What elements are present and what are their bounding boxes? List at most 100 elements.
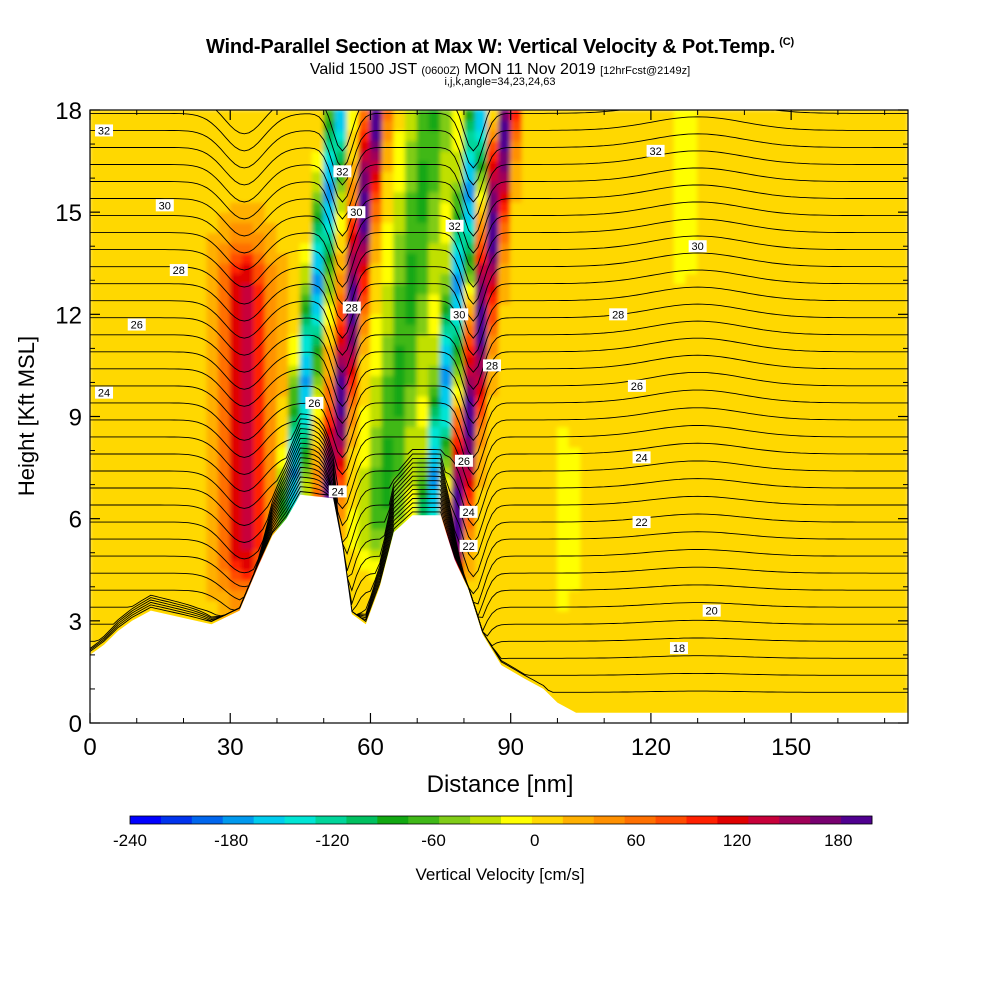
- velocity-cell: [533, 446, 547, 458]
- velocity-cell: [124, 191, 138, 203]
- velocity-cell: [486, 395, 500, 407]
- velocity-cell: [743, 395, 757, 407]
- velocity-cell: [849, 252, 862, 264]
- velocity-cell: [662, 579, 675, 591]
- velocity-cell: [182, 242, 196, 254]
- velocity-cell: [685, 640, 699, 652]
- velocity-cell: [697, 661, 710, 673]
- velocity-cell: [673, 140, 687, 152]
- velocity-cell: [124, 150, 138, 162]
- velocity-cell: [451, 191, 465, 203]
- velocity-cell: [101, 497, 114, 509]
- velocity-cell: [405, 129, 418, 142]
- velocity-cell: [521, 497, 535, 509]
- velocity-cell: [603, 344, 617, 356]
- velocity-cell: [884, 436, 897, 448]
- colorbar-tick-label: 120: [723, 831, 751, 850]
- velocity-cell: [755, 528, 769, 540]
- velocity-cell: [311, 324, 325, 336]
- velocity-cell: [837, 242, 851, 254]
- velocity-cell: [767, 681, 780, 693]
- velocity-cell: [778, 436, 792, 448]
- velocity-cell: [767, 191, 780, 203]
- velocity-cell: [101, 446, 114, 458]
- velocity-cell: [288, 497, 301, 509]
- velocity-cell: [627, 252, 640, 264]
- velocity-cell: [720, 129, 734, 142]
- velocity-cell: [895, 661, 908, 673]
- velocity-cell: [860, 650, 874, 663]
- velocity-cell: [416, 283, 430, 295]
- velocity-cell: [884, 140, 897, 152]
- velocity-cell: [837, 671, 851, 683]
- velocity-cell: [486, 456, 500, 469]
- velocity-cell: [381, 405, 395, 417]
- velocity-cell: [521, 211, 535, 223]
- velocity-cell: [849, 671, 862, 683]
- velocity-cell: [311, 436, 325, 448]
- velocity-cell: [428, 272, 442, 285]
- velocity-cell: [615, 528, 629, 540]
- velocity-cell: [112, 201, 126, 213]
- velocity-cell: [451, 405, 465, 417]
- velocity-cell: [171, 518, 184, 530]
- velocity-cell: [545, 140, 558, 152]
- velocity-cell: [264, 170, 278, 183]
- velocity-cell: [755, 191, 769, 203]
- velocity-cell: [732, 313, 745, 326]
- velocity-cell: [556, 405, 570, 417]
- velocity-cell: [673, 528, 687, 540]
- velocity-cell: [136, 579, 149, 591]
- velocity-cell: [264, 283, 278, 295]
- velocity-cell: [638, 671, 652, 683]
- velocity-cell: [416, 395, 430, 407]
- velocity-cell: [498, 620, 512, 632]
- velocity-cell: [463, 129, 477, 142]
- velocity-cell: [778, 650, 792, 663]
- velocity-cell: [405, 385, 418, 397]
- velocity-cell: [463, 416, 477, 428]
- velocity-cell: [533, 640, 547, 652]
- velocity-cell: [182, 446, 196, 458]
- velocity-cell: [416, 487, 430, 499]
- velocity-cell: [533, 538, 547, 550]
- terrain-mask: [90, 494, 908, 723]
- isentrope-line: [90, 423, 908, 510]
- velocity-cell: [895, 456, 908, 469]
- velocity-cell: [405, 181, 418, 193]
- velocity-cell: [849, 242, 862, 254]
- velocity-cell: [545, 160, 558, 172]
- velocity-cell: [708, 497, 722, 509]
- velocity-cell: [346, 507, 360, 520]
- velocity-cell: [218, 272, 231, 285]
- velocity-cell: [849, 436, 862, 448]
- velocity-cell: [545, 313, 558, 326]
- velocity-cell: [825, 395, 839, 407]
- velocity-cell: [101, 283, 114, 295]
- velocity-cell: [743, 140, 757, 152]
- velocity-cell: [206, 446, 220, 458]
- velocity-cell: [884, 681, 897, 693]
- velocity-cell: [112, 283, 126, 295]
- velocity-cell: [381, 129, 395, 142]
- velocity-cell: [510, 272, 523, 285]
- velocity-cell: [825, 507, 839, 520]
- velocity-cell: [463, 579, 477, 591]
- velocity-cell: [627, 589, 640, 601]
- velocity-cell: [895, 191, 908, 203]
- velocity-cell: [428, 313, 442, 326]
- velocity-cell: [872, 589, 886, 601]
- velocity-cell: [603, 191, 617, 203]
- velocity-cell: [147, 324, 161, 336]
- velocity-cell: [124, 201, 138, 213]
- velocity-cell: [358, 589, 371, 601]
- velocity-cell: [767, 456, 780, 469]
- velocity-cell: [662, 324, 675, 336]
- velocity-cell: [708, 150, 722, 162]
- velocity-cell: [416, 405, 430, 417]
- velocity-cell: [556, 221, 570, 234]
- colorbar-swatch: [191, 816, 224, 824]
- velocity-cell: [171, 477, 184, 489]
- velocity-cell: [276, 446, 290, 458]
- colorbar-swatch: [562, 816, 595, 824]
